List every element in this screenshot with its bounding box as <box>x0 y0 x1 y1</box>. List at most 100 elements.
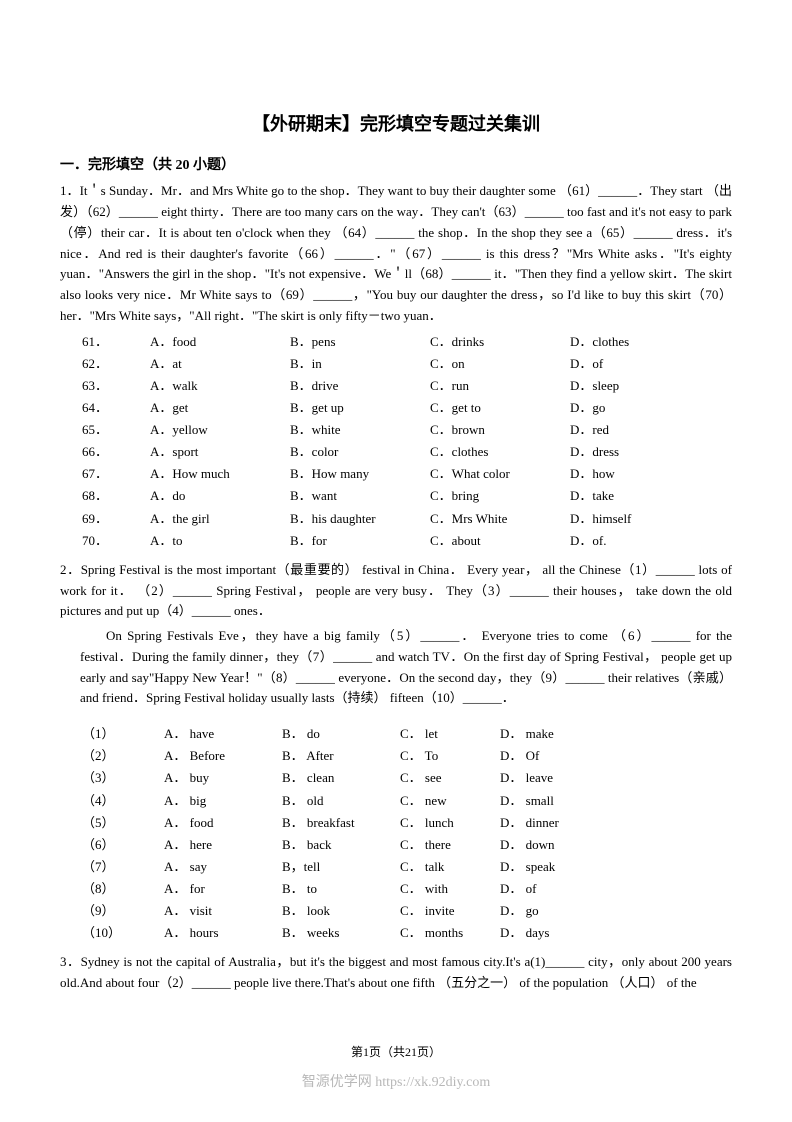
option-b: B． weeks <box>282 922 400 944</box>
option-a: A．food <box>150 331 290 353</box>
option-row: （5）A． foodB． breakfastC． lunchD． dinner <box>82 812 732 834</box>
option-a: A． Before <box>164 745 282 767</box>
option-d: D． make <box>500 723 600 745</box>
option-qnum: （9） <box>82 900 164 922</box>
option-qnum: 70． <box>82 530 150 552</box>
option-qnum: 65． <box>82 419 150 441</box>
option-a: A． hours <box>164 922 282 944</box>
page-title: 【外研期末】完形填空专题过关集训 <box>60 110 732 139</box>
option-a: A．the girl <box>150 508 290 530</box>
option-c: C．Mrs White <box>430 508 570 530</box>
option-qnum: 62． <box>82 353 150 375</box>
option-qnum: （5） <box>82 812 164 834</box>
option-c: C．What color <box>430 463 570 485</box>
option-d: D．take <box>570 485 690 507</box>
option-qnum: 66． <box>82 441 150 463</box>
option-row: （10）A． hoursB． weeksC． monthsD． days <box>82 922 732 944</box>
option-a: A． buy <box>164 767 282 789</box>
option-qnum: （2） <box>82 745 164 767</box>
q3-passage: 3．Sydney is not the capital of Australia… <box>60 952 732 994</box>
option-d: D． small <box>500 790 600 812</box>
option-c: C． lunch <box>400 812 500 834</box>
q1-options: 61．A．foodB．pensC．drinksD．clothes62．A．atB… <box>82 331 732 552</box>
option-b: B．want <box>290 485 430 507</box>
option-c: C．about <box>430 530 570 552</box>
option-qnum: （10） <box>82 922 164 944</box>
option-row: 67．A．How muchB．How manyC．What colorD．how <box>82 463 732 485</box>
option-row: （3）A． buyB． cleanC． seeD． leave <box>82 767 732 789</box>
option-d: D． down <box>500 834 600 856</box>
option-c: C．get to <box>430 397 570 419</box>
option-a: A．do <box>150 485 290 507</box>
option-b: B，tell <box>282 856 400 878</box>
section-title: 一．完形填空（共 20 小题） <box>60 155 732 177</box>
option-a: A． food <box>164 812 282 834</box>
option-c: C．on <box>430 353 570 375</box>
option-qnum: 64． <box>82 397 150 419</box>
option-d: D．red <box>570 419 690 441</box>
option-row: （1）A． haveB． doC． letD． make <box>82 723 732 745</box>
page-footer: 第1页（共21页） <box>0 1043 792 1062</box>
option-b: B． look <box>282 900 400 922</box>
option-qnum: （4） <box>82 790 164 812</box>
option-a: A．at <box>150 353 290 375</box>
option-d: D．sleep <box>570 375 690 397</box>
option-row: （6）A． hereB． backC． thereD． down <box>82 834 732 856</box>
option-d: D．of <box>570 353 690 375</box>
option-row: （8）A． forB． toC． withD． of <box>82 878 732 900</box>
option-row: 69．A．the girlB．his daughterC．Mrs WhiteD．… <box>82 508 732 530</box>
option-b: B． After <box>282 745 400 767</box>
option-d: D． Of <box>500 745 600 767</box>
option-b: B．get up <box>290 397 430 419</box>
option-d: D． go <box>500 900 600 922</box>
q2-number: 2． <box>60 562 81 577</box>
option-a: A． say <box>164 856 282 878</box>
option-c: C． there <box>400 834 500 856</box>
q1-text: It＇s Sunday．Mr．and Mrs White go to the s… <box>60 183 732 323</box>
option-row: 63．A．walkB．driveC．runD．sleep <box>82 375 732 397</box>
option-row: （4）A． bigB． oldC． newD． small <box>82 790 732 812</box>
option-c: C．drinks <box>430 331 570 353</box>
option-a: A．get <box>150 397 290 419</box>
option-b: B．color <box>290 441 430 463</box>
option-b: B．for <box>290 530 430 552</box>
option-a: A． have <box>164 723 282 745</box>
option-c: C． months <box>400 922 500 944</box>
option-c: C．clothes <box>430 441 570 463</box>
option-a: A．walk <box>150 375 290 397</box>
option-b: B．in <box>290 353 430 375</box>
option-row: （7）A． sayB，tellC． talkD． speak <box>82 856 732 878</box>
option-d: D．himself <box>570 508 690 530</box>
option-qnum: 68． <box>82 485 150 507</box>
q3-number: 3． <box>60 954 81 969</box>
option-c: C．bring <box>430 485 570 507</box>
option-b: B．pens <box>290 331 430 353</box>
option-row: （2）A． BeforeB． AfterC． ToD． Of <box>82 745 732 767</box>
option-b: B． clean <box>282 767 400 789</box>
option-d: D． leave <box>500 767 600 789</box>
option-c: C． with <box>400 878 500 900</box>
watermark: 智源优学网 https://xk.92diy.com <box>0 1072 792 1094</box>
option-c: C． new <box>400 790 500 812</box>
option-b: B． do <box>282 723 400 745</box>
option-b: B． old <box>282 790 400 812</box>
option-row: 62．A．atB．inC．onD．of <box>82 353 732 375</box>
option-b: B． back <box>282 834 400 856</box>
option-qnum: 63． <box>82 375 150 397</box>
option-row: 66．A．sportB．colorC．clothesD．dress <box>82 441 732 463</box>
option-d: D． speak <box>500 856 600 878</box>
q2-options: （1）A． haveB． doC． letD． make（2）A． Before… <box>82 723 732 944</box>
q2-p2: On Spring Festivals Eve，they have a big … <box>60 626 732 709</box>
option-row: 61．A．foodB．pensC．drinksD．clothes <box>82 331 732 353</box>
q2-p1: 2．Spring Festival is the most important（… <box>60 560 732 622</box>
option-qnum: （3） <box>82 767 164 789</box>
option-a: A． here <box>164 834 282 856</box>
option-row: （9）A． visitB． lookC． inviteD． go <box>82 900 732 922</box>
option-c: C． let <box>400 723 500 745</box>
option-qnum: 69． <box>82 508 150 530</box>
option-qnum: （8） <box>82 878 164 900</box>
option-qnum: （1） <box>82 723 164 745</box>
q1-number: 1． <box>60 183 80 198</box>
option-d: D．go <box>570 397 690 419</box>
option-c: C． see <box>400 767 500 789</box>
